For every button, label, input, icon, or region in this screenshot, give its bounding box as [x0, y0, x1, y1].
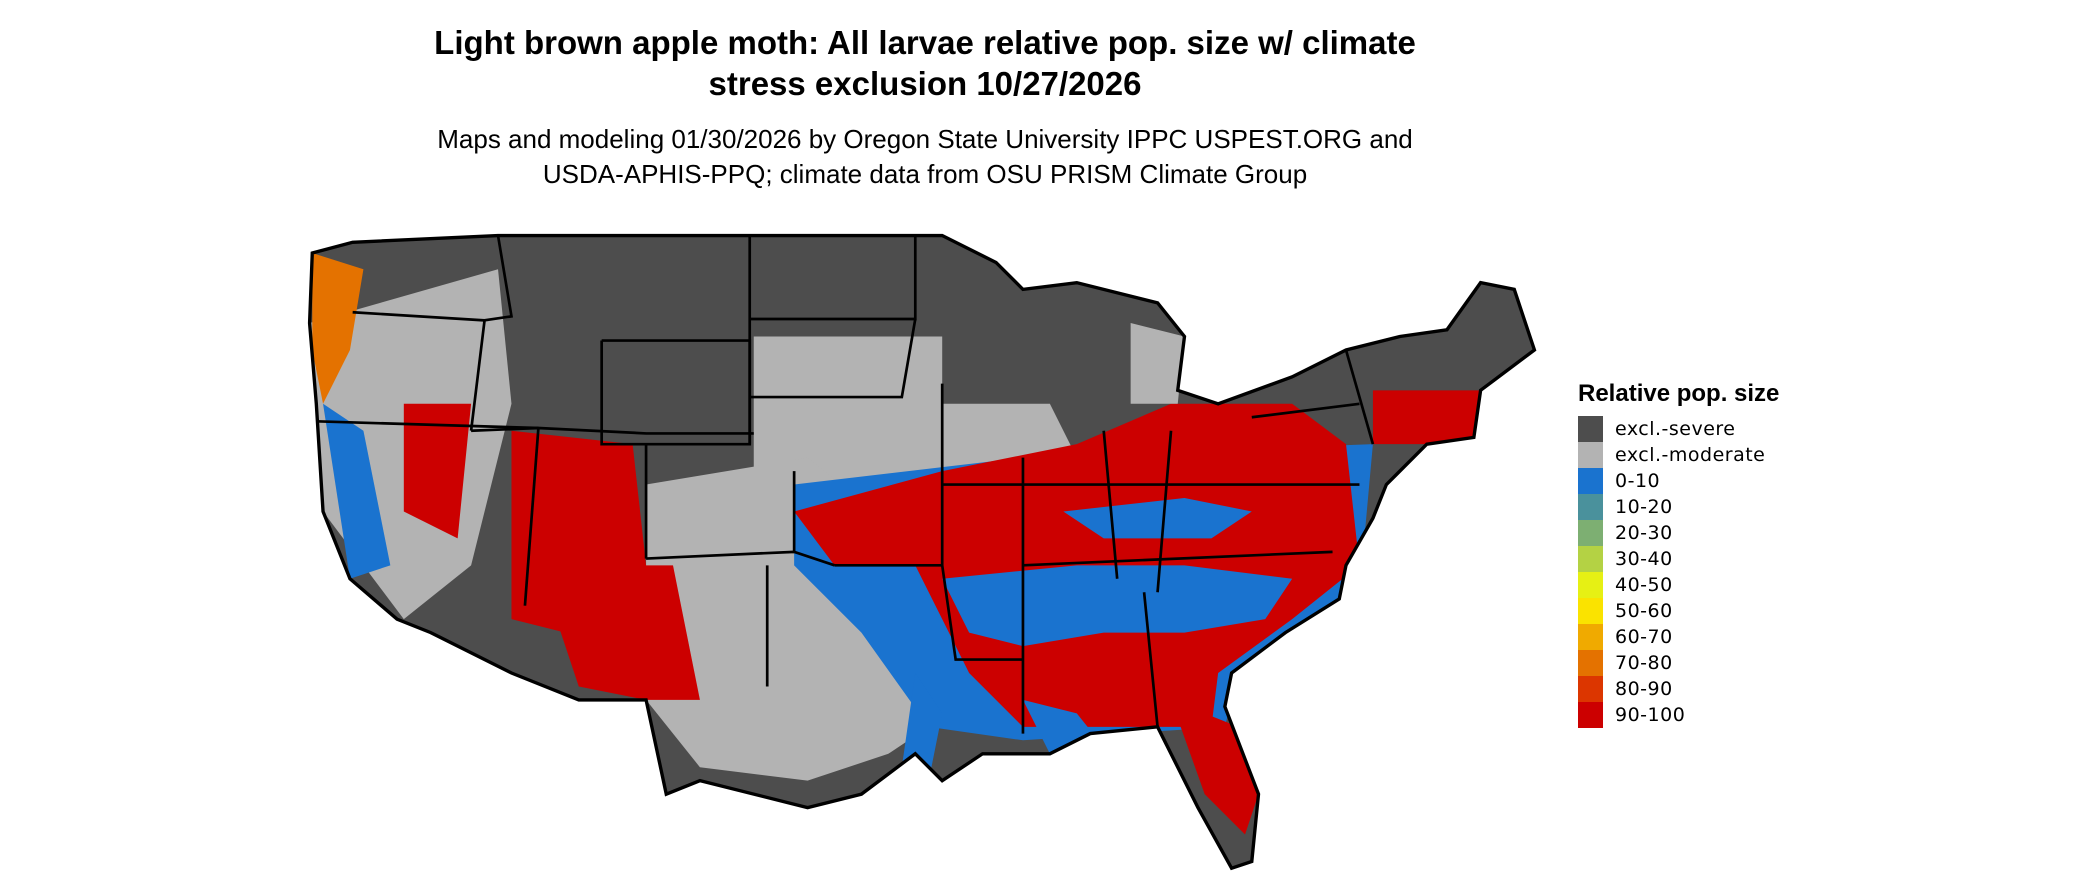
legend-label: excl.-moderate: [1615, 444, 1766, 466]
state-border: [1251, 402, 1360, 419]
legend-swatch: [1578, 598, 1603, 624]
legend-swatch: [1578, 572, 1603, 598]
map-zone: [1130, 323, 1185, 404]
legend-title: Relative pop. size: [1578, 380, 1780, 407]
legend-item: excl.-moderate: [1578, 442, 1779, 468]
legend-swatch: [1578, 650, 1603, 676]
legend-label: 70-80: [1615, 652, 1673, 674]
subtitle-line-1: Maps and modeling 01/30/2026 by Oregon S…: [437, 124, 1413, 154]
legend-swatch: [1578, 624, 1603, 650]
legend: Relative pop. size excl.-severe excl.-mod…: [1578, 380, 1779, 728]
legend-swatch: [1578, 546, 1603, 572]
legend-swatch: [1578, 520, 1603, 546]
state-border: [469, 235, 514, 431]
map-zone: [942, 565, 1293, 647]
legend-item: 70-80: [1578, 650, 1779, 676]
state-border: [1142, 592, 1159, 727]
legend-item: 90-100: [1578, 702, 1779, 728]
state-border: [1344, 349, 1375, 445]
map-zone: [312, 253, 364, 404]
map-title: Light brown apple moth: All larvae relat…: [300, 22, 1550, 104]
legend-label: 50-60: [1615, 600, 1673, 622]
legend-swatch: [1578, 416, 1603, 442]
title-line-1: Light brown apple moth: All larvae relat…: [434, 24, 1416, 61]
title-line-2: stress exclusion 10/27/2026: [708, 65, 1142, 102]
legend-swatch: [1578, 468, 1603, 494]
map-subtitle: Maps and modeling 01/30/2026 by Oregon S…: [300, 122, 1550, 192]
legend-swatch: [1578, 676, 1603, 702]
legend-item: excl.-severe: [1578, 416, 1779, 442]
map-zone: [403, 403, 472, 539]
legend-label: 90-100: [1615, 704, 1686, 726]
legend-label: excl.-severe: [1615, 418, 1736, 440]
state-border: [352, 310, 485, 322]
legend-label: 80-90: [1615, 678, 1673, 700]
map-zone: [538, 565, 700, 700]
legend-swatch: [1578, 442, 1603, 468]
legend-item: 80-90: [1578, 676, 1779, 702]
legend-swatch: [1578, 702, 1603, 728]
state-border: [1022, 550, 1333, 567]
state-border: [316, 419, 539, 430]
state-border: [471, 426, 754, 435]
state-border: [1102, 430, 1119, 579]
map-zone: [1372, 390, 1481, 445]
legend-item: 20-30: [1578, 520, 1779, 546]
legend-item: 0-10: [1578, 468, 1779, 494]
legend-label: 10-20: [1615, 496, 1673, 518]
legend-label: 30-40: [1615, 548, 1673, 570]
legend-item: 30-40: [1578, 546, 1779, 572]
legend-item: 50-60: [1578, 598, 1779, 624]
legend-label: 20-30: [1615, 522, 1673, 544]
map-zone: [323, 403, 391, 579]
state-border: [1156, 430, 1173, 593]
state-border: [523, 427, 540, 606]
map-zone: [901, 673, 943, 781]
legend-item: 40-50: [1578, 572, 1779, 598]
us-border: [307, 233, 1537, 871]
legend-label: 40-50: [1615, 574, 1673, 596]
legend-item: 60-70: [1578, 624, 1779, 650]
legend-item: 10-20: [1578, 494, 1779, 520]
state-border: [834, 563, 1023, 661]
legend-label: 60-70: [1615, 626, 1673, 648]
subtitle-line-2: USDA-APHIS-PPQ; climate data from OSU PR…: [542, 159, 1308, 189]
legend-label: 0-10: [1615, 470, 1661, 492]
legend-swatch: [1578, 494, 1603, 520]
state-border: [749, 318, 917, 399]
